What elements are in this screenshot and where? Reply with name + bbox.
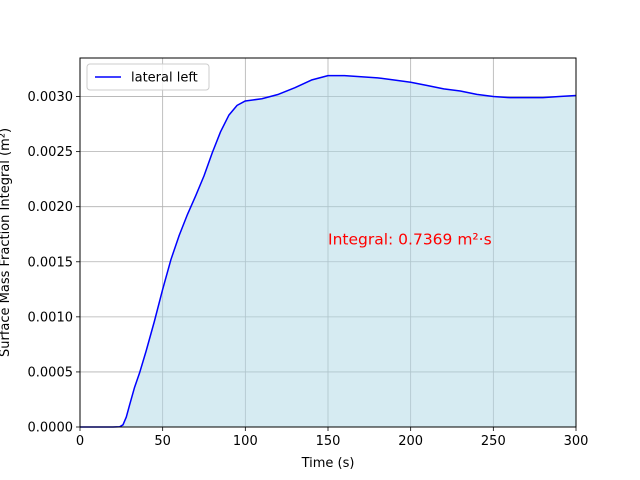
x-tick-label: 50 [154,434,171,449]
y-tick-label: 0.0020 [28,200,74,215]
x-tick-label: 150 [316,434,341,449]
series-line [80,74,577,428]
y-axis-label: Surface Mass Fraction Integral (m²) [0,128,13,357]
y-tick-label: 0.0030 [28,90,74,105]
y-tick-label: 0.0010 [28,310,74,325]
plot-area [80,75,576,428]
x-tick-label: 300 [564,434,589,449]
series-area-fill [80,75,576,428]
x-tick-label: 0 [76,434,84,449]
legend-label: lateral left [131,71,198,86]
x-axis-label: Time (s) [301,456,355,471]
series-lines [80,74,577,428]
x-axis-ticks: 0 50 100 150 200 250 300 [76,427,589,449]
x-tick-label: 100 [233,434,258,449]
x-tick-label: 250 [481,434,506,449]
x-tick-label: 200 [398,434,423,449]
y-tick-label: 0.0025 [28,145,74,160]
legend: lateral left [86,63,210,91]
integral-annotation: Integral: 0.7369 m²·s [328,231,492,249]
y-tick-label: 0.0015 [28,255,74,270]
legend-box [86,63,210,91]
y-tick-label: 0.0000 [28,421,74,436]
y-axis-ticks: 0.0000 0.0005 0.0010 0.0015 0.0020 0.0025 0.00… [28,90,80,436]
y-tick-label: 0.0005 [28,365,74,380]
